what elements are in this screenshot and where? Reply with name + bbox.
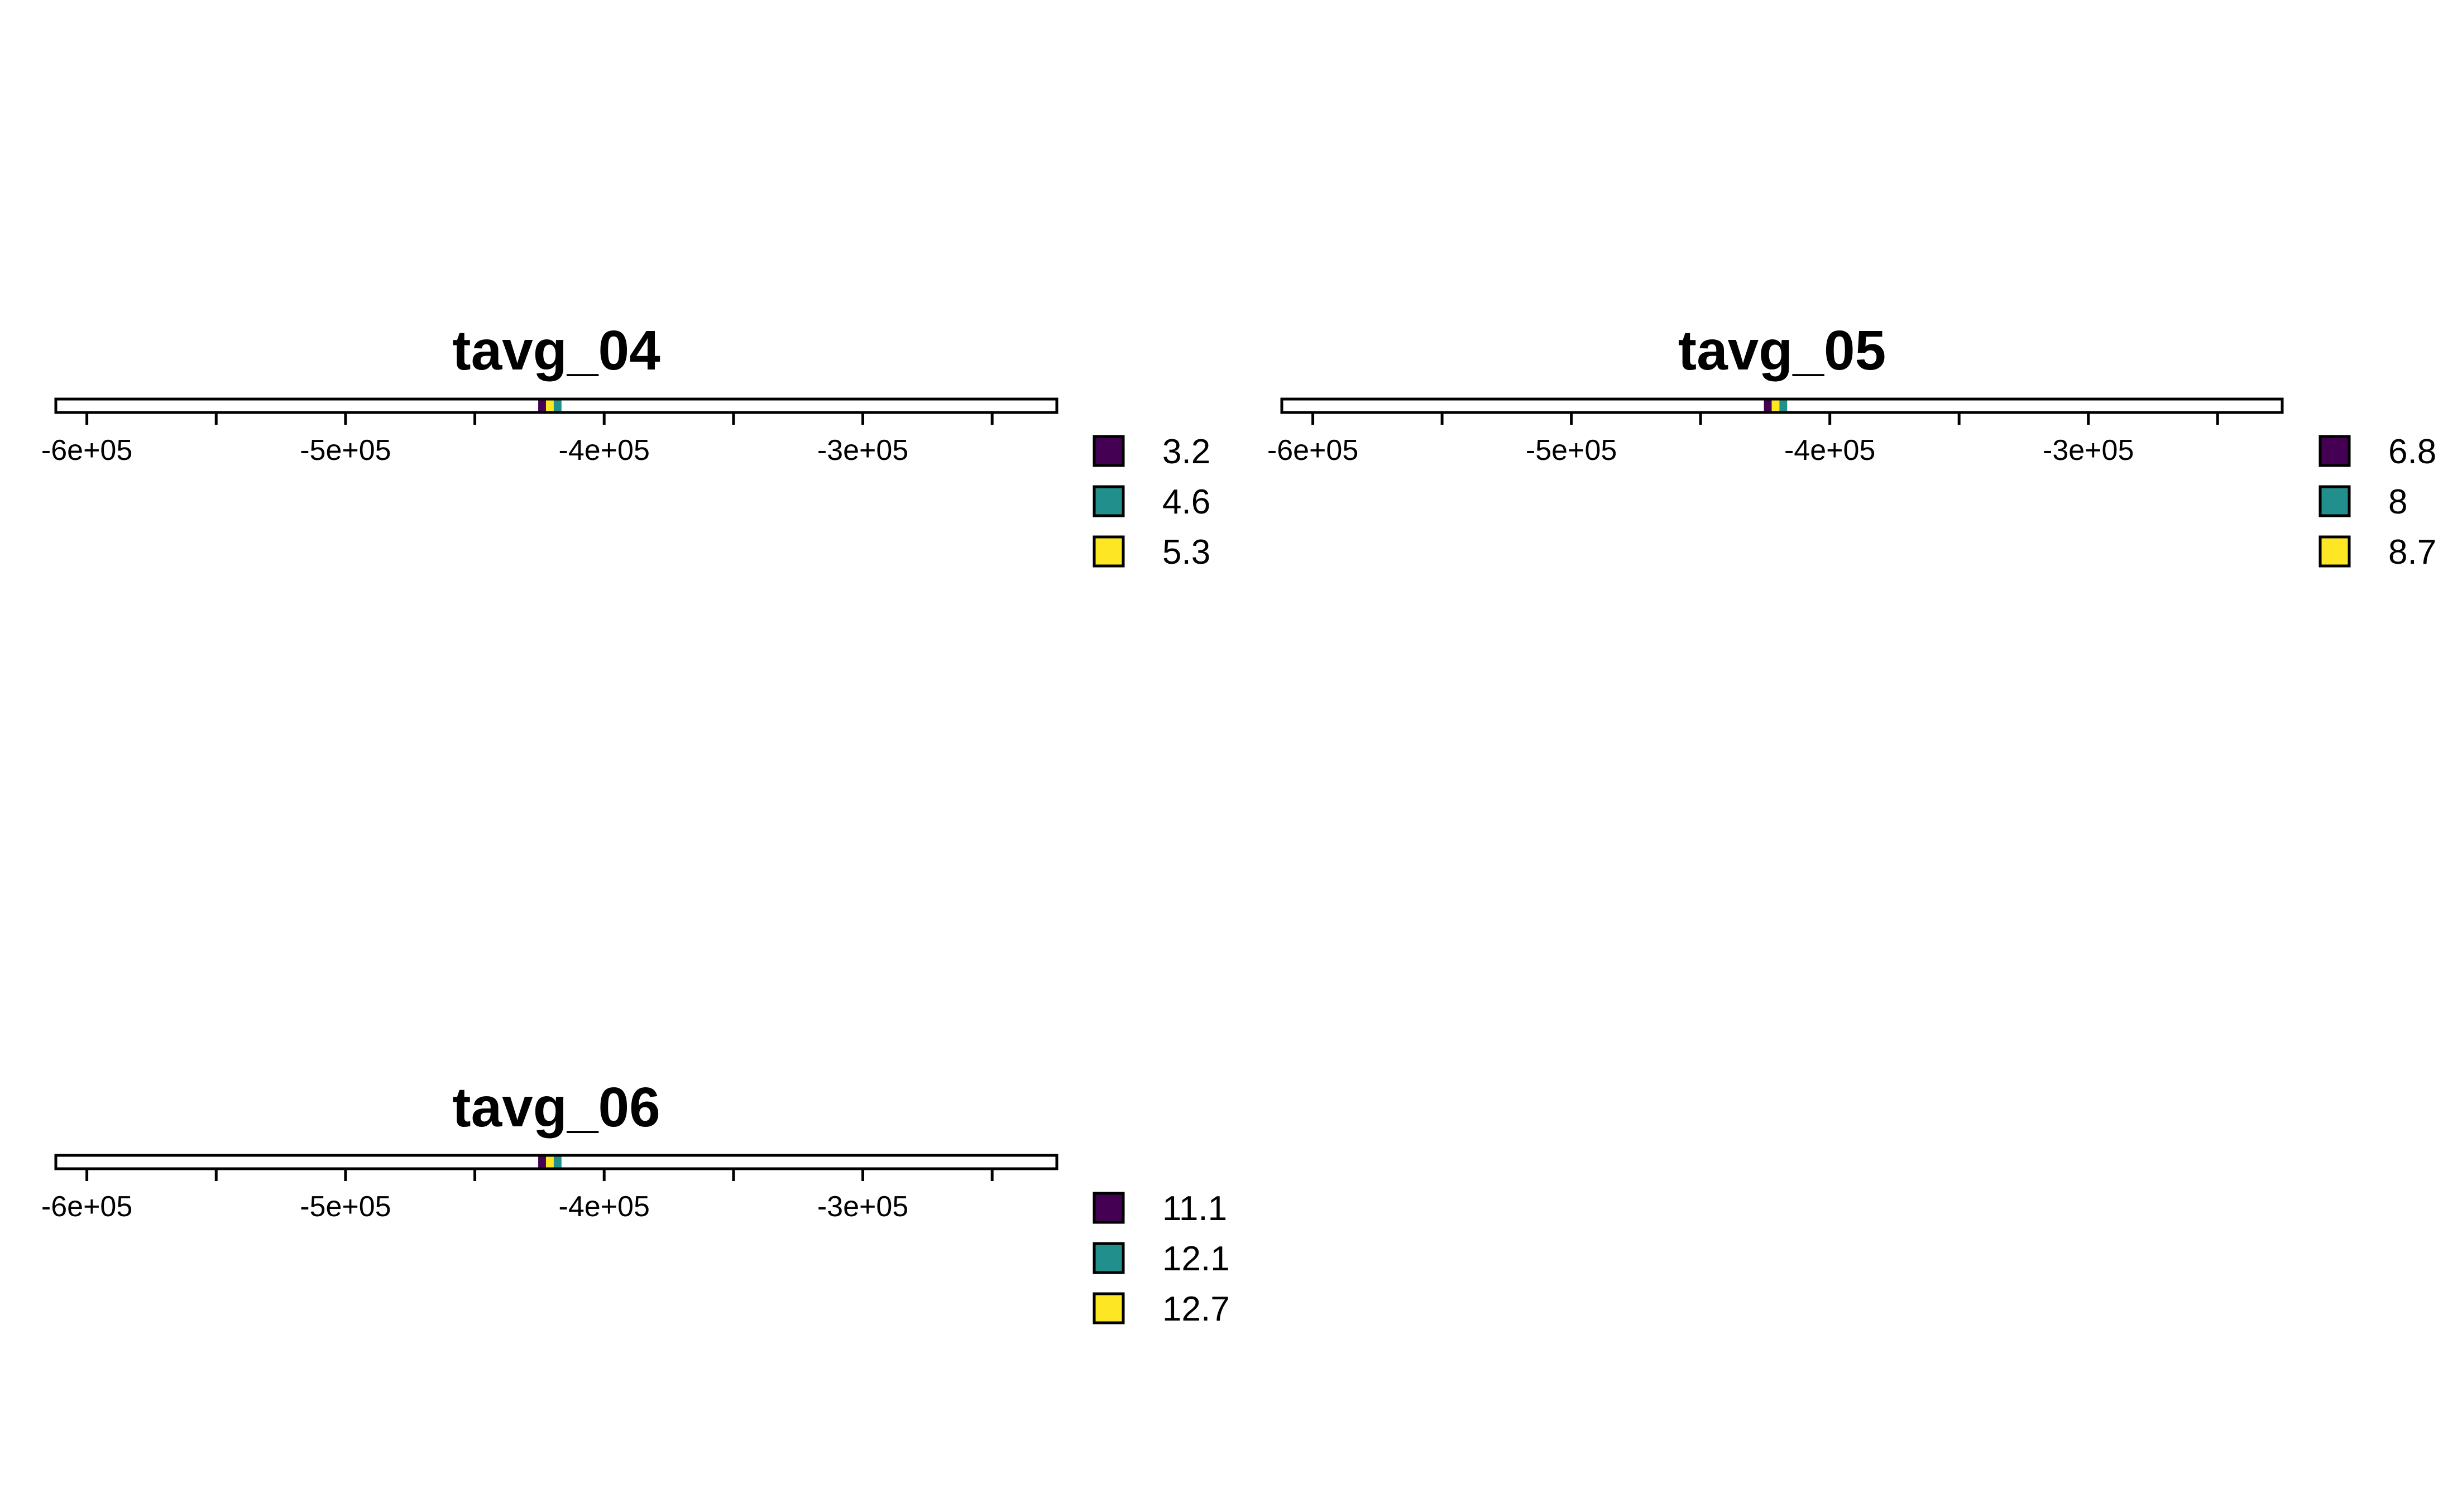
raster-cell <box>1771 399 1780 412</box>
panel-title: tavg_04 <box>452 319 660 382</box>
raster-cell <box>538 1155 546 1169</box>
raster-cell <box>538 399 546 412</box>
legend-label: 3.2 <box>1162 433 1210 471</box>
plot-frame <box>1280 397 2284 414</box>
x-tick-label: -5e+05 <box>1526 434 1617 467</box>
x-tick-label: -6e+05 <box>41 1191 132 1223</box>
legend-swatch <box>1093 1192 1125 1224</box>
legend-label: 8 <box>2388 483 2407 521</box>
x-tick-label: -3e+05 <box>817 1191 908 1223</box>
x-tick-label: -6e+05 <box>1267 434 1358 467</box>
raster-cell <box>545 1155 554 1169</box>
legend-label: 11.1 <box>1162 1189 1227 1228</box>
legend-swatch <box>2319 485 2351 517</box>
panel-0: tavg_04 -6e+05 -5e+05 -4e+05 -3e+05 3.2 4.6 5.3 <box>41 319 1210 572</box>
legend-swatch <box>2319 435 2351 467</box>
legend-swatch <box>2319 535 2351 568</box>
legend-swatch <box>1093 1292 1125 1324</box>
legend-label: 6.8 <box>2388 433 2436 471</box>
legend-swatch <box>1093 435 1125 467</box>
legend-label: 12.1 <box>1162 1240 1230 1278</box>
panel-title: tavg_05 <box>1678 319 1886 382</box>
legend-label: 5.3 <box>1162 533 1210 572</box>
legend-swatch <box>1093 535 1125 568</box>
x-tick-label: -4e+05 <box>1784 434 1875 467</box>
x-tick-label: -5e+05 <box>300 1191 391 1223</box>
legend-label: 4.6 <box>1162 483 1210 521</box>
x-tick-label: -4e+05 <box>559 434 650 467</box>
legend-label: 12.7 <box>1162 1290 1230 1328</box>
panel-1: tavg_05 -6e+05 -5e+05 -4e+05 -3e+05 6.8 8 8.7 <box>1267 319 2436 572</box>
legend-label: 8.7 <box>2388 533 2436 572</box>
raster-cell <box>553 1155 562 1169</box>
x-tick-label: -3e+05 <box>817 434 908 467</box>
plot-frame <box>54 397 1058 414</box>
panel-title: tavg_06 <box>452 1076 660 1139</box>
x-tick-label: -6e+05 <box>41 434 132 467</box>
raster-cell <box>1779 399 1788 412</box>
raster-cell <box>545 399 554 412</box>
panel-2: tavg_06 -6e+05 -5e+05 -4e+05 -3e+05 11.1 12.1 1… <box>41 1076 1230 1328</box>
x-tick-label: -3e+05 <box>2043 434 2134 467</box>
plot-frame <box>54 1154 1058 1170</box>
raster-cell <box>1764 399 1772 412</box>
x-tick-label: -4e+05 <box>559 1191 650 1223</box>
raster-cell <box>553 399 562 412</box>
x-tick-label: -5e+05 <box>300 434 391 467</box>
legend-swatch <box>1093 485 1125 517</box>
legend-swatch <box>1093 1242 1125 1274</box>
